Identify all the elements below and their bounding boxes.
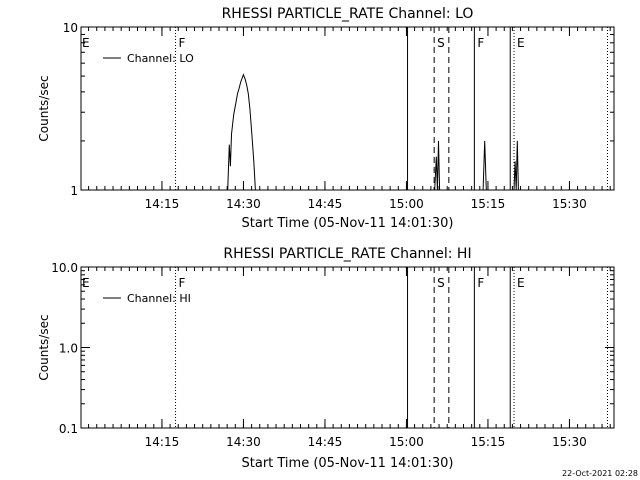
y-tick-label: 0.1 bbox=[59, 422, 78, 436]
legend-label: Channel: HI bbox=[127, 292, 191, 305]
x-axis-label: Start Time (05-Nov-11 14:01:30) bbox=[242, 216, 454, 231]
x-tick-label: 15:15 bbox=[471, 435, 506, 449]
x-tick-label: 15:30 bbox=[552, 435, 587, 449]
chart-panel-0: RHESSI PARTICLE_RATE Channel: LO Start Ti… bbox=[37, 6, 615, 231]
x-axis-label: Start Time (05-Nov-11 14:01:30) bbox=[242, 456, 454, 471]
y-axis-label: Counts/sec bbox=[37, 75, 51, 141]
x-tick-label: 15:00 bbox=[389, 435, 424, 449]
event-marker-label: E bbox=[517, 36, 525, 50]
plot-frame bbox=[80, 26, 615, 191]
legend-label: Channel: LO bbox=[127, 52, 194, 65]
event-marker-label: F bbox=[477, 36, 484, 50]
series-line-0 bbox=[227, 73, 256, 191]
y-tick-label: 10.0 bbox=[51, 261, 78, 275]
x-tick-label: 14:30 bbox=[226, 435, 261, 449]
y-axis-label: Counts/sec bbox=[37, 314, 51, 380]
x-tick-label: 15:15 bbox=[471, 197, 506, 211]
x-tick-label: 15:30 bbox=[552, 197, 587, 211]
chart-title: RHESSI PARTICLE_RATE Channel: LO bbox=[222, 6, 474, 22]
x-tick-label: 14:45 bbox=[308, 197, 343, 211]
y-tick-label: 1 bbox=[70, 184, 78, 198]
event-marker-label: F bbox=[179, 36, 186, 50]
plot-footer-timestamp: 22-Oct-2021 02:28 bbox=[562, 469, 638, 478]
series-line-1 bbox=[434, 140, 519, 191]
event-marker-label: S bbox=[437, 36, 445, 50]
event-marker-label: F bbox=[179, 276, 186, 290]
event-marker-label: E bbox=[517, 276, 525, 290]
x-tick-label: 14:15 bbox=[145, 197, 180, 211]
event-marker-label: E bbox=[82, 276, 90, 290]
y-tick-label: 10 bbox=[63, 21, 78, 35]
y-tick-label: 1.0 bbox=[59, 342, 78, 356]
event-marker-label: F bbox=[477, 276, 484, 290]
event-marker-label: S bbox=[437, 276, 445, 290]
event-marker-label: E bbox=[82, 36, 90, 50]
x-tick-label: 15:00 bbox=[389, 197, 424, 211]
x-tick-label: 14:30 bbox=[226, 197, 261, 211]
chart-panel-1: RHESSI PARTICLE_RATE Channel: HI Start Ti… bbox=[37, 246, 615, 471]
x-tick-label: 14:15 bbox=[145, 435, 180, 449]
chart-title: RHESSI PARTICLE_RATE Channel: HI bbox=[223, 246, 471, 262]
x-tick-label: 14:45 bbox=[308, 435, 343, 449]
